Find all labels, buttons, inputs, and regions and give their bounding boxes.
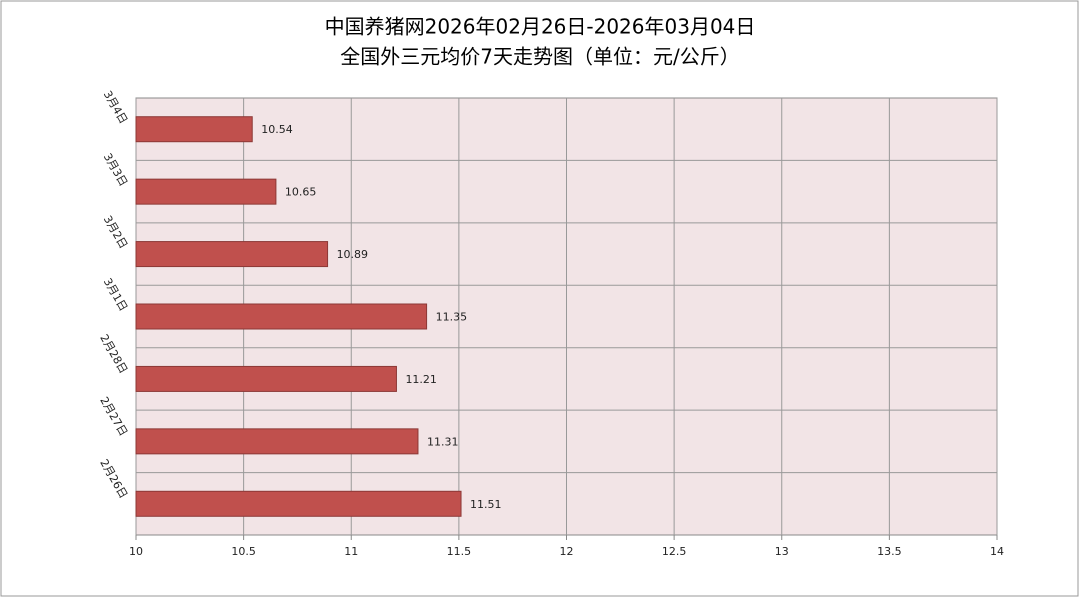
x-tick-label: 14 — [990, 545, 1004, 558]
bar — [135, 116, 253, 143]
bar — [135, 303, 428, 330]
chart-title: 中国养猪网2026年02月26日-2026年03月04日 — [325, 15, 756, 39]
bar — [135, 365, 397, 392]
x-tick-label: 12.5 — [662, 545, 687, 558]
x-tick-label: 13 — [775, 545, 789, 558]
x-tick-label: 12 — [560, 545, 574, 558]
bar — [135, 178, 277, 205]
x-tick-label: 11.5 — [447, 545, 472, 558]
data-label: 11.31 — [427, 435, 459, 448]
data-label: 11.51 — [470, 498, 502, 511]
data-label: 10.89 — [337, 248, 369, 261]
bar — [135, 241, 329, 268]
bar — [135, 490, 462, 517]
x-tick-label: 11 — [344, 545, 358, 558]
x-tick-label: 13.5 — [877, 545, 902, 558]
x-tick-label: 10.5 — [231, 545, 256, 558]
bar — [135, 428, 419, 455]
data-label: 11.35 — [436, 311, 468, 324]
data-label: 11.21 — [405, 373, 437, 386]
x-tick-label: 10 — [129, 545, 143, 558]
chart-subtitle: 全国外三元均价7天走势图（单位：元/公斤） — [340, 45, 739, 69]
data-label: 10.54 — [261, 123, 293, 136]
data-label: 10.65 — [285, 186, 317, 199]
